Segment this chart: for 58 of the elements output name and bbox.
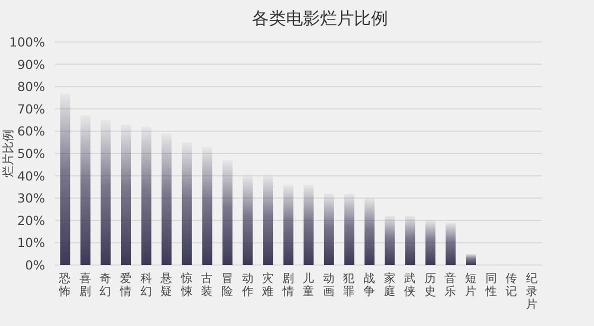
x-tick-label: 剧情 [281,271,294,298]
bar [324,194,334,265]
x-tick-label: 武侠 [404,271,416,298]
x-tick-label: 灾难 [261,271,274,298]
x-tick-label: 悬疑 [160,271,173,298]
y-tick-label: 60% [17,124,46,139]
bar [466,254,476,265]
chart-title: 各类电影烂片比例 [252,9,388,29]
y-tick-label: 30% [17,190,46,206]
x-tick-label: 传记 [506,271,518,298]
x-tick-label: 惊悚 [180,271,193,298]
bar [425,220,436,265]
y-tick-label: 100% [9,34,46,50]
x-tick-label: 动作 [240,271,254,298]
bar [202,146,212,265]
bar [222,160,232,265]
x-tick-label: 爱情 [119,271,132,298]
x-tick-label: 恐怖 [58,271,72,298]
x-tick-label: 战争 [364,271,376,298]
y-axis-title: 烂片比例 [1,130,15,178]
x-tick-label: 犯罪 [343,271,356,298]
x-tick-label: 短片 [464,271,477,298]
bar [344,194,354,265]
x-tick-label: 喜剧 [79,271,92,298]
bar [364,198,375,265]
y-tick-label: 90% [17,56,46,72]
x-tick-label: 家庭 [384,271,396,298]
y-tick-label: 20% [17,212,46,228]
bar [182,142,192,265]
x-tick-label: 历史 [424,271,436,298]
bar [80,116,90,265]
x-tick-label: 动画 [322,271,335,298]
x-tick-label: 纪录片 [526,271,538,311]
bar [162,133,172,265]
y-tick-label: 0% [25,258,46,272]
x-tick-label: 科幻 [140,271,152,298]
bar [242,176,253,265]
y-tick-label: 50% [17,146,46,161]
y-tick-label: 70% [17,101,46,116]
y-tick-label: 10% [17,235,46,250]
x-tick-label: 古装 [201,271,214,298]
x-tick-label: 音乐 [444,271,457,298]
bar [121,124,132,265]
bar [384,216,395,265]
y-tick-label: 40% [17,168,46,184]
x-tick-label: 奇幻 [100,271,112,298]
bar [446,222,456,265]
y-tick-label: 80% [17,79,46,94]
x-tick-label: 冒险 [221,271,234,298]
bar [304,184,314,265]
bar [405,216,416,265]
bar [60,93,70,265]
bar [263,176,274,265]
bar [100,120,111,265]
bar [283,184,294,265]
x-tick-label: 儿童 [302,271,315,298]
bar [141,126,152,265]
x-tick-label: 同性 [484,271,498,298]
